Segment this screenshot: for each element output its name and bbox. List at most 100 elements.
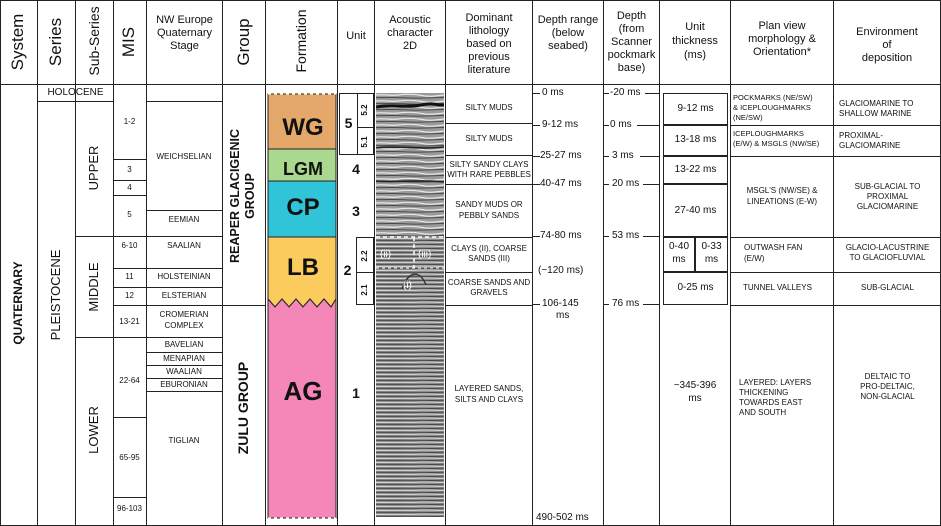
scanner-depth-value: 20 ms: [612, 178, 640, 189]
depth-tick: [532, 156, 540, 157]
depth-range-value: 40-47 ms: [540, 178, 582, 189]
plan-text: & ICEPLOUGHMARKS: [733, 103, 811, 112]
unit-3: 3: [352, 203, 360, 219]
environment-text: GLACIOMARINE: [839, 141, 901, 150]
col-divider: [337, 0, 338, 526]
acoustic-label-iii: (iii): [418, 249, 432, 260]
formation-cp-block: [267, 180, 337, 238]
plan-text: (E/W): [744, 254, 765, 263]
thickness-value: ~345-396: [673, 380, 717, 391]
stage-label: ELSTERIAN: [161, 291, 207, 300]
lithology-text: PEBBLY SANDS: [458, 211, 520, 220]
depth-range-value: 25-27 ms: [540, 150, 582, 161]
lith-divider: [445, 184, 532, 185]
lithology-text: SILTY MUDS: [465, 103, 513, 112]
plan-text: POCKMARKS (NE/SW): [733, 93, 813, 102]
mis-label: 6-10: [121, 241, 138, 250]
seismic-channel-fill: [401, 273, 427, 290]
scanner-tick: [637, 125, 659, 126]
unit-5-subdivider: [357, 127, 374, 128]
env-divider: [833, 305, 941, 306]
stage-divider: [146, 378, 222, 379]
mis-divider: [113, 268, 146, 269]
depth-range-value: 106-145: [542, 298, 579, 309]
scanner-depth-value: 3 ms: [612, 150, 634, 161]
env-divider: [833, 156, 941, 157]
group-zulu: ZULU GROUP: [235, 361, 251, 455]
mis-divider: [113, 159, 146, 160]
plan-text: AND SOUTH: [739, 408, 787, 417]
header-depth-scanner: Depth (from Scanner pockmark base): [607, 10, 656, 74]
header-formation: Formation: [293, 9, 309, 73]
lithology-text: SILTS AND CLAYS: [454, 395, 524, 404]
unit-2-2: 2.2: [360, 250, 369, 262]
mis-label: 11: [125, 272, 134, 281]
scanner-tick: [603, 93, 609, 94]
seismic-seabed-reflector: [376, 102, 444, 109]
thickness-value: ms: [688, 393, 702, 404]
plan-text: LINEATIONS (E-W): [746, 197, 818, 206]
stage-label: COMPLEX: [164, 321, 204, 330]
plan-text: MSGL'S (NW/SE) &: [746, 186, 818, 195]
unit-5-1: 5.1: [360, 136, 369, 148]
col-divider: [603, 0, 604, 526]
scanner-tick: [643, 184, 659, 185]
mis-divider: [113, 287, 146, 288]
seismic-upper: [376, 93, 444, 237]
depth-range-bottom: 490-502 ms: [536, 512, 589, 523]
environment-text: DELTAIC TO: [864, 372, 911, 381]
depth-range-value: 9-12 ms: [542, 119, 579, 130]
stage-label: MENAPIAN: [163, 354, 205, 363]
header-environment: Environment of deposition: [856, 26, 918, 64]
formation-cp-label: CP: [286, 194, 320, 221]
lith-divider: [445, 155, 532, 156]
col-divider: [532, 0, 533, 526]
stage-label: WEICHSELIAN: [156, 152, 212, 161]
mis-label: 5: [127, 210, 132, 219]
unit-1: 1: [352, 385, 360, 401]
environment-text: GLACIOMARINE TO: [839, 99, 914, 108]
env-divider: [833, 272, 941, 273]
lithology-text: LAYERED SANDS,: [454, 384, 524, 393]
scanner-tick: [603, 125, 609, 126]
subseries-lower: LOWER: [86, 406, 101, 454]
plan-divider: [730, 305, 833, 306]
scanner-depth-value: -20 ms: [610, 87, 641, 98]
col-divider: [445, 0, 446, 526]
lithology-text: SILTY SANDY CLAYS: [449, 160, 529, 169]
stage-label: BAVELIAN: [164, 340, 204, 349]
mis-divider: [113, 305, 146, 306]
stage-divider: [146, 352, 222, 353]
subseries-divider: [75, 337, 113, 338]
lithology-text: SANDS (III): [468, 254, 510, 263]
stage-divider: [146, 365, 222, 366]
stage-divider: [146, 268, 222, 269]
unit-5: 5: [344, 115, 353, 131]
thickness-box: [663, 93, 728, 125]
lithology-text: WITH RARE PEBBLES: [447, 170, 531, 179]
stage-divider: [146, 391, 222, 392]
mis-label: 4: [127, 183, 132, 192]
seismic-lower: [376, 237, 444, 517]
formation-wg-block: [267, 93, 337, 150]
stage-divider: [146, 337, 222, 338]
plan-text: (NE/SW): [733, 113, 763, 122]
header-system: System: [8, 13, 27, 71]
mis-label: 96-103: [117, 504, 142, 513]
plan-text: OUTWASH FAN: [744, 243, 803, 252]
plan-divider: [730, 272, 833, 273]
thickness-value: 9-12 ms: [677, 103, 714, 114]
group-reaper: REAPER GLACIGENIC GROUP: [228, 128, 257, 264]
formation-ag-label: AG: [283, 376, 323, 406]
thickness-box: [663, 272, 728, 305]
formation-lgm-label: LGM: [283, 159, 323, 179]
scanner-tick: [643, 304, 659, 305]
mis-divider: [113, 180, 146, 181]
col-divider: [222, 0, 223, 526]
thickness-value: ms: [704, 254, 719, 265]
mis-label: 22-64: [119, 376, 140, 385]
subseries-middle: MIDDLE: [86, 262, 101, 312]
header-acoustic: Acoustic character 2D: [387, 14, 433, 52]
environment-text: SUB-GLACIAL TO: [854, 182, 921, 191]
environment-text: GLACIO-LACUSTRINE: [845, 243, 930, 252]
